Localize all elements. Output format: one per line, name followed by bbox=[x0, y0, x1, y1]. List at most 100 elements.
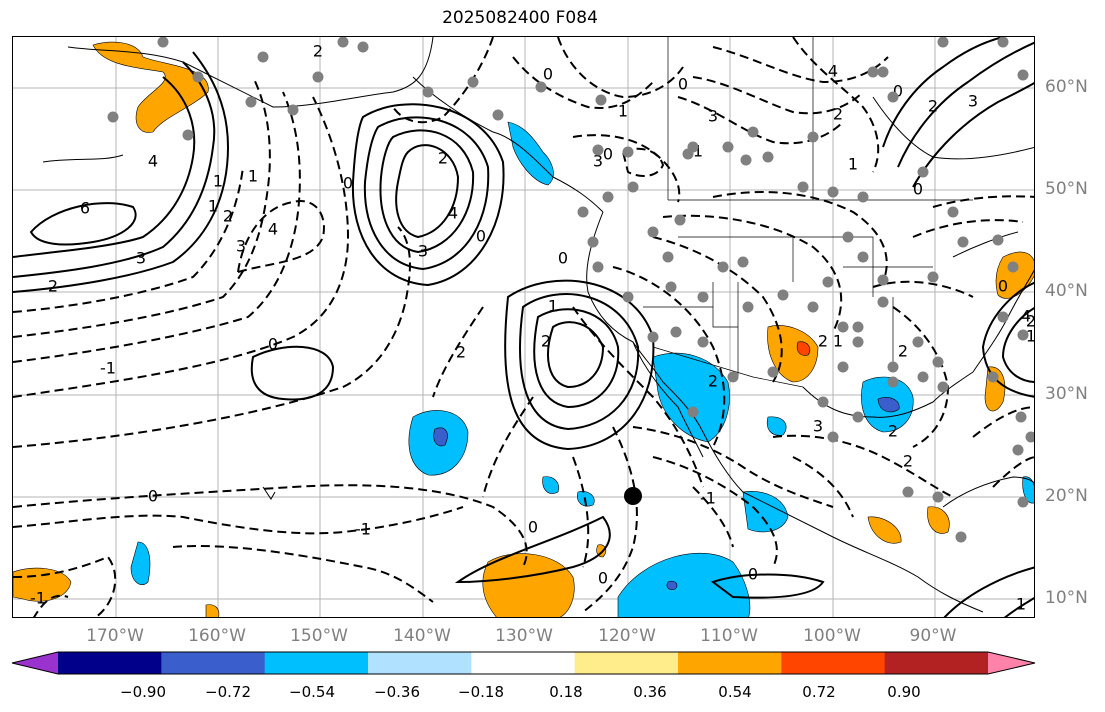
shade-tropical-core bbox=[666, 580, 678, 590]
station-dot bbox=[674, 214, 686, 226]
contour-label: 2 bbox=[48, 277, 58, 296]
contour-label: 6 bbox=[80, 199, 90, 218]
station-dot bbox=[857, 191, 869, 203]
station-dot bbox=[822, 276, 834, 288]
contour-label: 1 bbox=[618, 102, 628, 121]
colorbar-swatch bbox=[678, 652, 782, 674]
station-dot bbox=[1015, 411, 1027, 423]
lon-label: 90°W bbox=[909, 626, 957, 646]
station-dot bbox=[717, 261, 729, 273]
lon-label: 130°W bbox=[495, 626, 553, 646]
station-dot bbox=[992, 234, 1004, 246]
lon-label: 160°W bbox=[188, 626, 246, 646]
station-dot bbox=[592, 144, 604, 156]
contour-label: 0 bbox=[748, 565, 758, 584]
contour-label: 0 bbox=[678, 75, 688, 94]
colorbar-swatch bbox=[884, 652, 989, 674]
station-dot bbox=[837, 361, 849, 373]
contour-label: 1 bbox=[548, 297, 558, 316]
station-dot bbox=[182, 129, 194, 141]
station-dot bbox=[687, 406, 699, 418]
station-dot bbox=[927, 271, 939, 283]
political-boundaries bbox=[643, 37, 973, 388]
station-dot bbox=[837, 321, 849, 333]
contour-label: 2 bbox=[888, 422, 898, 441]
colorbar-label: −0.18 bbox=[458, 683, 504, 701]
station-dot bbox=[867, 66, 879, 78]
station-dot bbox=[852, 321, 864, 333]
contour-label: -1 bbox=[30, 589, 46, 608]
colorbar-label: −0.54 bbox=[289, 683, 335, 701]
station-dot bbox=[857, 251, 869, 263]
station-dot bbox=[937, 37, 949, 48]
station-dot bbox=[762, 151, 774, 163]
contour-label: 4 bbox=[1021, 307, 1031, 326]
station-dot bbox=[422, 86, 434, 98]
station-dot bbox=[665, 281, 677, 293]
colorbar-swatch bbox=[574, 652, 679, 674]
contour-label: -1 bbox=[100, 359, 116, 378]
station-dot bbox=[987, 371, 999, 383]
station-dot bbox=[287, 104, 299, 116]
station-dot bbox=[687, 141, 699, 153]
contour-label: 1 bbox=[208, 197, 218, 216]
station-dot bbox=[357, 41, 369, 53]
station-dot bbox=[817, 396, 829, 408]
station-dot bbox=[157, 37, 169, 48]
anomaly-shading bbox=[13, 41, 1034, 617]
station-dot bbox=[737, 256, 749, 268]
colorbar-label: 0.72 bbox=[802, 683, 836, 701]
colorbar-label: −0.72 bbox=[205, 683, 251, 701]
contour-label: 0 bbox=[913, 180, 923, 199]
contour-label: 2 bbox=[438, 149, 448, 168]
lat-label: 50°N bbox=[1045, 179, 1088, 199]
lat-label: 10°N bbox=[1045, 588, 1088, 608]
station-dot bbox=[337, 37, 349, 48]
station-dot bbox=[1007, 261, 1019, 273]
contour-label: 1 bbox=[1026, 327, 1035, 346]
colorbar-label: 0.36 bbox=[633, 683, 667, 701]
station-dot bbox=[742, 301, 754, 313]
colorbar-label: 0.90 bbox=[887, 683, 921, 701]
station-markers bbox=[107, 37, 1034, 543]
contour-label: 3 bbox=[236, 237, 246, 256]
station-dot bbox=[912, 336, 924, 348]
station-dot bbox=[937, 381, 949, 393]
colorbar-extend-min bbox=[12, 652, 58, 674]
station-dot bbox=[627, 181, 639, 193]
station-dot bbox=[807, 301, 819, 313]
colorbar-extend-max bbox=[988, 652, 1035, 674]
shade-small-negative-3 bbox=[766, 416, 787, 436]
station-dot bbox=[902, 486, 914, 498]
station-dot bbox=[622, 146, 634, 158]
station-dot bbox=[852, 336, 864, 348]
colorbar-swatch bbox=[58, 652, 162, 674]
station-dot bbox=[697, 336, 709, 348]
station-dot bbox=[595, 94, 607, 106]
contour-label: 0 bbox=[476, 227, 486, 246]
station-dot bbox=[842, 231, 854, 243]
contour-label: 0 bbox=[598, 569, 608, 588]
station-dot bbox=[957, 236, 969, 248]
contour-label: 2 bbox=[708, 372, 718, 391]
contour-label: 0 bbox=[893, 82, 903, 101]
colorbar-label: −0.36 bbox=[374, 683, 420, 701]
contour-label: 2 bbox=[818, 332, 828, 351]
shade-mexico-negative bbox=[742, 491, 789, 533]
highlight-marker bbox=[624, 487, 642, 505]
contour-label: 1 bbox=[248, 167, 258, 186]
shade-tropical-negative bbox=[617, 552, 751, 617]
station-dot bbox=[662, 251, 674, 263]
station-dot bbox=[807, 131, 819, 143]
contour-label: 4 bbox=[148, 152, 158, 171]
station-dot bbox=[932, 491, 944, 503]
station-dot bbox=[877, 66, 889, 78]
station-dot bbox=[535, 81, 547, 93]
contour-labels: 6 3 2 4 4 1 2 3 1 1 0 2 0 3 4 2 0 1 0 2 … bbox=[30, 42, 1035, 614]
contour-label: 0 bbox=[558, 249, 568, 268]
contour-label: 2 bbox=[456, 343, 466, 362]
shade-central-america-positive-2 bbox=[867, 516, 902, 544]
contour-label: -1 bbox=[700, 489, 716, 508]
station-dot bbox=[747, 126, 759, 138]
contour-label: 2 bbox=[898, 342, 908, 361]
